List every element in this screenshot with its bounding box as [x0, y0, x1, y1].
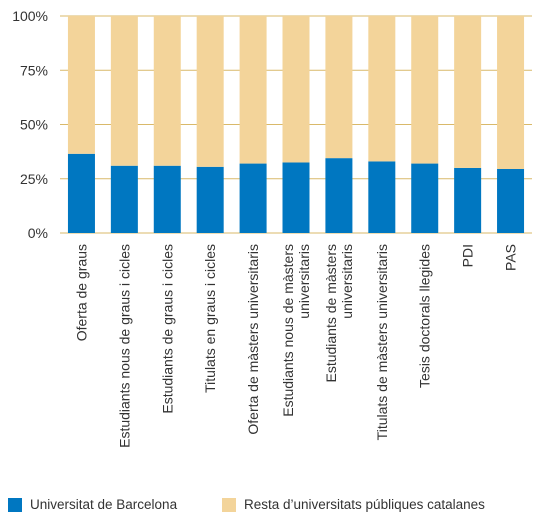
x-tick-label-line: PAS [503, 244, 519, 271]
bar-resta [454, 16, 482, 168]
y-tick-label: 100% [12, 8, 48, 24]
legend-item-resta: Resta d’universitats públiques catalanes [222, 497, 485, 512]
legend-swatch-ub [8, 497, 22, 512]
x-tick-label: PAS [503, 244, 519, 271]
x-tick-label-line: Estudiants de màsters [323, 244, 339, 383]
y-tick-label: 75% [20, 62, 48, 78]
x-tick-label-line: Titulats de màsters universitaris [374, 244, 390, 440]
x-tick-label: Estudiants nous de màstersuniversitaris [280, 244, 312, 417]
x-tick-label: Estudiants nous de graus i cicles [116, 244, 132, 448]
x-axis-category-labels: Oferta de graus Estudiants nous de graus … [73, 244, 518, 448]
x-tick-label-line: Estudiants de graus i cicles [159, 244, 175, 414]
bar-resta [411, 16, 439, 164]
bar-resta [497, 16, 525, 169]
x-tick-label: Titulats en graus i cicles [202, 244, 218, 393]
bar-ub [153, 165, 181, 233]
bar-ub [110, 165, 138, 233]
bars [67, 16, 525, 233]
bar-ub [325, 158, 353, 233]
y-tick-label: 0% [28, 225, 48, 241]
x-tick-label-line: Oferta de graus [73, 244, 89, 341]
bar-resta [282, 16, 310, 163]
x-tick-label: Estudiants de graus i cicles [159, 244, 175, 414]
bar-ub [497, 168, 525, 233]
bar-ub [196, 166, 224, 233]
bar-resta [110, 16, 138, 166]
x-tick-label: Estudiants de màstersuniversitaris [323, 244, 355, 383]
bar-resta [153, 16, 181, 166]
y-axis-tick-labels: 0% 25% 50% 75% 100% [12, 8, 48, 241]
x-tick-label: Oferta de màsters universitaris [245, 244, 261, 435]
bar-ub [67, 153, 95, 233]
x-tick-label: Titulats de màsters universitaris [374, 244, 390, 440]
x-tick-label-line: PDI [460, 244, 476, 267]
bar-resta [368, 16, 396, 162]
legend-swatch-resta [222, 497, 236, 512]
x-tick-label: Tesis doctorals llegides [417, 244, 433, 388]
bar-ub [411, 163, 439, 233]
legend-label-resta: Resta d’universitats públiques catalanes [244, 497, 485, 512]
x-tick-label: PDI [460, 244, 476, 267]
x-tick-label-line: Tesis doctorals llegides [417, 244, 433, 388]
x-tick-label-line: Titulats en graus i cicles [202, 244, 218, 393]
x-tick-label-line: universitaris [339, 244, 355, 319]
bar-ub [239, 163, 267, 233]
y-tick-label: 25% [20, 171, 48, 187]
x-tick-label-line: Oferta de màsters universitaris [245, 244, 261, 435]
x-tick-label: Oferta de graus [73, 244, 89, 341]
bar-resta [196, 16, 224, 167]
bar-ub [454, 167, 482, 233]
y-tick-label: 50% [20, 117, 48, 133]
bar-ub [282, 162, 310, 233]
legend-item-ub: Universitat de Barcelona [8, 497, 177, 512]
bar-resta [325, 16, 353, 159]
bar-resta [67, 16, 95, 154]
x-tick-label-line: universitaris [296, 244, 312, 319]
x-tick-label-line: Estudiants nous de màsters [280, 244, 296, 417]
legend: Universitat de Barcelona Resta d’univers… [8, 497, 536, 517]
bar-ub [368, 161, 396, 233]
stacked-bar-chart: 0% 25% 50% 75% 100% Oferta de graus Estudiant… [12, 8, 532, 448]
x-tick-label-line: Estudiants nous de graus i cicles [116, 244, 132, 448]
bar-resta [239, 16, 267, 164]
legend-label-ub: Universitat de Barcelona [30, 497, 178, 512]
